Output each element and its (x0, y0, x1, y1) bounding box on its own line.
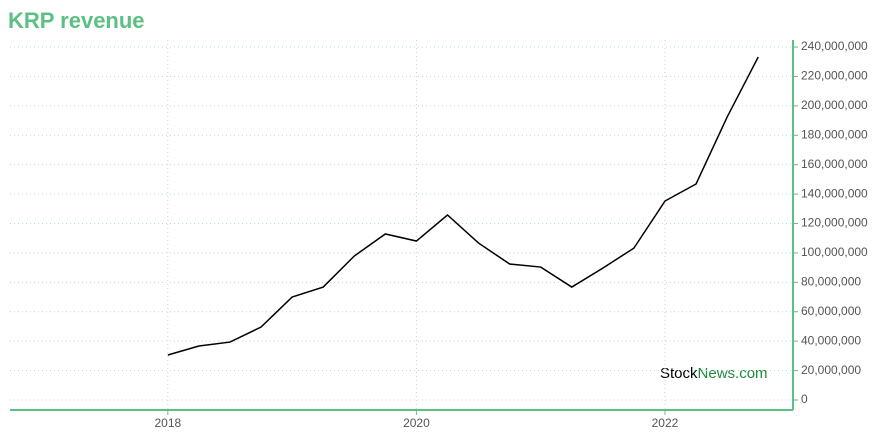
y-tick-label: 180,000,000 (801, 127, 868, 141)
x-tick-label: 2022 (652, 416, 679, 430)
y-tick-label: 120,000,000 (801, 216, 868, 230)
y-tick-label: 60,000,000 (801, 304, 861, 318)
y-tick-label: 20,000,000 (801, 363, 861, 377)
x-tick-label: 2020 (403, 416, 430, 430)
y-tick-label: 240,000,000 (801, 39, 868, 53)
y-tick-label: 40,000,000 (801, 333, 861, 347)
watermark-suffix: News.com (698, 365, 768, 382)
y-tick-label: 220,000,000 (801, 69, 868, 83)
y-tick-label: 0 (801, 392, 808, 406)
y-tick-label: 200,000,000 (801, 98, 868, 112)
y-tick-label: 140,000,000 (801, 186, 868, 200)
watermark-brand: Stock (660, 365, 698, 382)
watermark: StockNews.com (660, 365, 768, 382)
line (167, 56, 759, 356)
x-tick-label: 2018 (154, 416, 181, 430)
chart-title: KRP revenue (8, 8, 145, 33)
y-tick-label: 100,000,000 (801, 245, 868, 259)
y-tick-label: 80,000,000 (801, 275, 861, 289)
y-tick-label: 160,000,000 (801, 157, 868, 171)
